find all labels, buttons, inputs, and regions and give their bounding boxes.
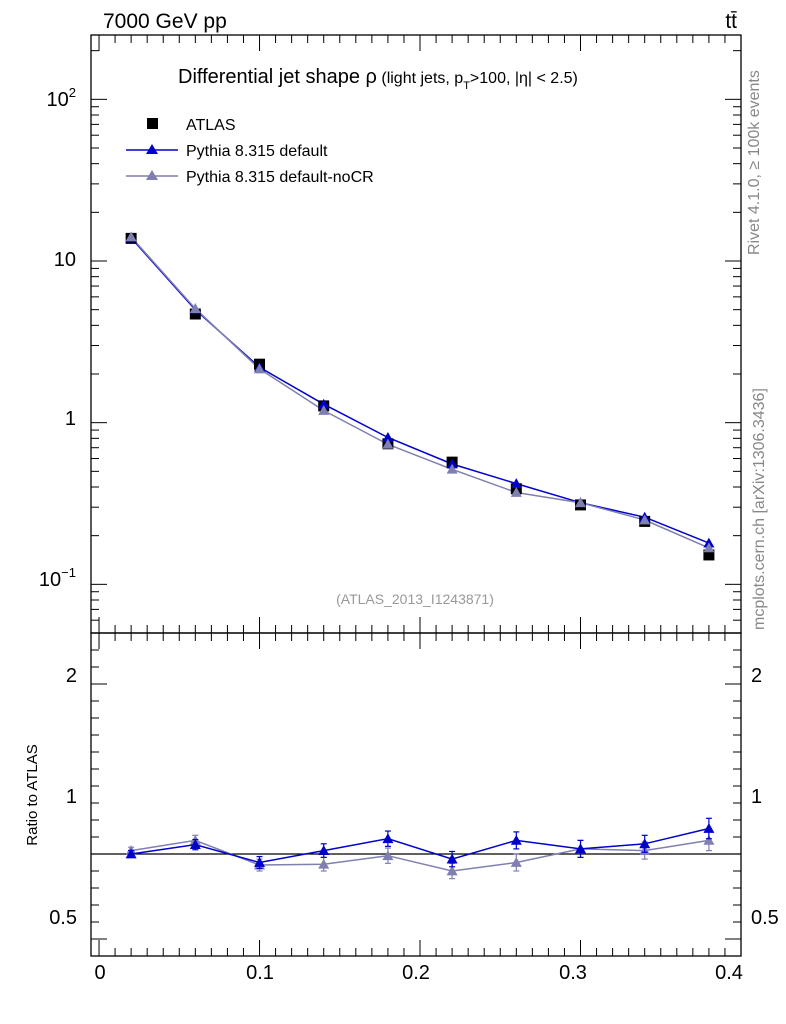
- main-series-line-1: [130, 237, 710, 544]
- mcplots-reference-label: mcplots.cern.ch [arXiv:1306.3436]: [751, 388, 768, 630]
- legend-atlas-label: ATLAS: [186, 117, 236, 134]
- main-series-2-point: [318, 404, 330, 415]
- legend-atlas-marker: [147, 118, 158, 129]
- ratio-series: [125, 817, 715, 880]
- main-series-1-point: [510, 478, 522, 488]
- ratio-series-0-point: [125, 848, 137, 859]
- ratio-y-tick-label-2-left: 2: [66, 665, 77, 687]
- main-series-2-point: [382, 438, 394, 449]
- x-tick-label-0.3: 0.3: [559, 962, 587, 984]
- ratio-series-0-point: [382, 833, 394, 844]
- ratio-y-tick-label-1-left: 1: [66, 786, 77, 808]
- ratio-series-1-point: [510, 857, 522, 867]
- main-series-1-point: [318, 398, 330, 409]
- legend-nocr-marker: [146, 170, 158, 180]
- ratio-frame: [90, 632, 742, 957]
- ratio-series-0-point: [189, 839, 201, 850]
- main-series: [125, 231, 715, 561]
- chart-title: Differential jet shape ρ (light jets, pT…: [178, 66, 578, 92]
- legend-default-marker: [146, 144, 158, 154]
- ratio-y-tick-label-1-right: 1: [751, 786, 762, 808]
- ratio-series-0-point: [703, 823, 715, 833]
- legend-nocr-label: Pythia 8.315 default-noCR: [186, 169, 374, 186]
- main-panel: Differential jet shape ρ (light jets, pT…: [39, 34, 742, 634]
- title-cond-sub: T: [463, 80, 470, 92]
- y-tick-label-0.1: 10−1: [39, 565, 76, 591]
- main-axis-ticks: [91, 35, 742, 634]
- main-series-2-point: [254, 363, 266, 374]
- main-series-2-point: [575, 497, 587, 508]
- main-series-2-point: [703, 542, 715, 553]
- x-tick-label-0.1: 0.1: [246, 962, 274, 984]
- ratio-series-1-point: [446, 865, 458, 876]
- ratio-series-line-1: [130, 839, 710, 872]
- x-tick-label-0.4: 0.4: [715, 962, 743, 984]
- y-tick-label-100: 102: [47, 85, 76, 111]
- x-tick-label-0.2: 0.2: [402, 962, 430, 984]
- ratio-series-0-point: [254, 857, 266, 867]
- title-rho: ρ: [366, 66, 377, 88]
- ratio-series-0-point: [639, 838, 651, 849]
- energy-label: 7000 GeV pp: [103, 10, 227, 33]
- analysis-tag: (ATLAS_2013_I1243871): [336, 591, 494, 607]
- rivet-version-label: Rivet 4.1.0, ≥ 100k events: [746, 70, 763, 255]
- main-series-2-point: [189, 303, 201, 313]
- y-tick-label-10: 10: [54, 249, 76, 271]
- x-tick-label-0: 0: [94, 962, 105, 984]
- ratio-panel: Ratio to ATLAS 2 1 0.5 2 1 0.5 0 0.1 0.2…: [24, 632, 779, 984]
- ratio-axis-ticks: [91, 633, 742, 956]
- legend: ATLAS Pythia 8.315 default Pythia 8.315 …: [126, 117, 374, 186]
- y-tick-label-1: 1: [65, 408, 76, 430]
- main-series-2-point: [125, 231, 137, 242]
- main-series-1-point: [446, 458, 458, 469]
- main-series-2-point: [446, 463, 458, 474]
- ratio-series-1-point: [318, 858, 330, 869]
- process-label: tt̄: [725, 10, 737, 33]
- ratio-series-0-point: [318, 845, 330, 855]
- ratio-y-tick-label-0.5-left: 0.5: [49, 907, 77, 929]
- title-main: Differential jet shape: [178, 66, 366, 88]
- ratio-series-0-point: [510, 834, 522, 845]
- title-cond-open: (light jets, p: [377, 70, 463, 87]
- main-series-2-point: [639, 514, 651, 525]
- legend-default-label: Pythia 8.315 default: [186, 143, 328, 160]
- ratio-ylabel: Ratio to ATLAS: [24, 744, 41, 845]
- ratio-series-0-point: [575, 843, 587, 854]
- ratio-series-line-0: [130, 827, 710, 864]
- ratio-y-tick-label-0.5-right: 0.5: [751, 907, 779, 929]
- title-cond-rest: >100, |η| < 2.5): [470, 70, 578, 87]
- ratio-y-tick-label-2-right: 2: [751, 665, 762, 687]
- main-series-1-point: [382, 431, 394, 442]
- ratio-series-1-point: [703, 834, 715, 845]
- atlas-data-point: [703, 549, 715, 561]
- main-series-line-2: [130, 236, 710, 549]
- ratio-series-0-point: [446, 853, 458, 864]
- ratio-series-1-point: [382, 850, 394, 861]
- main-series-2-point: [510, 486, 522, 497]
